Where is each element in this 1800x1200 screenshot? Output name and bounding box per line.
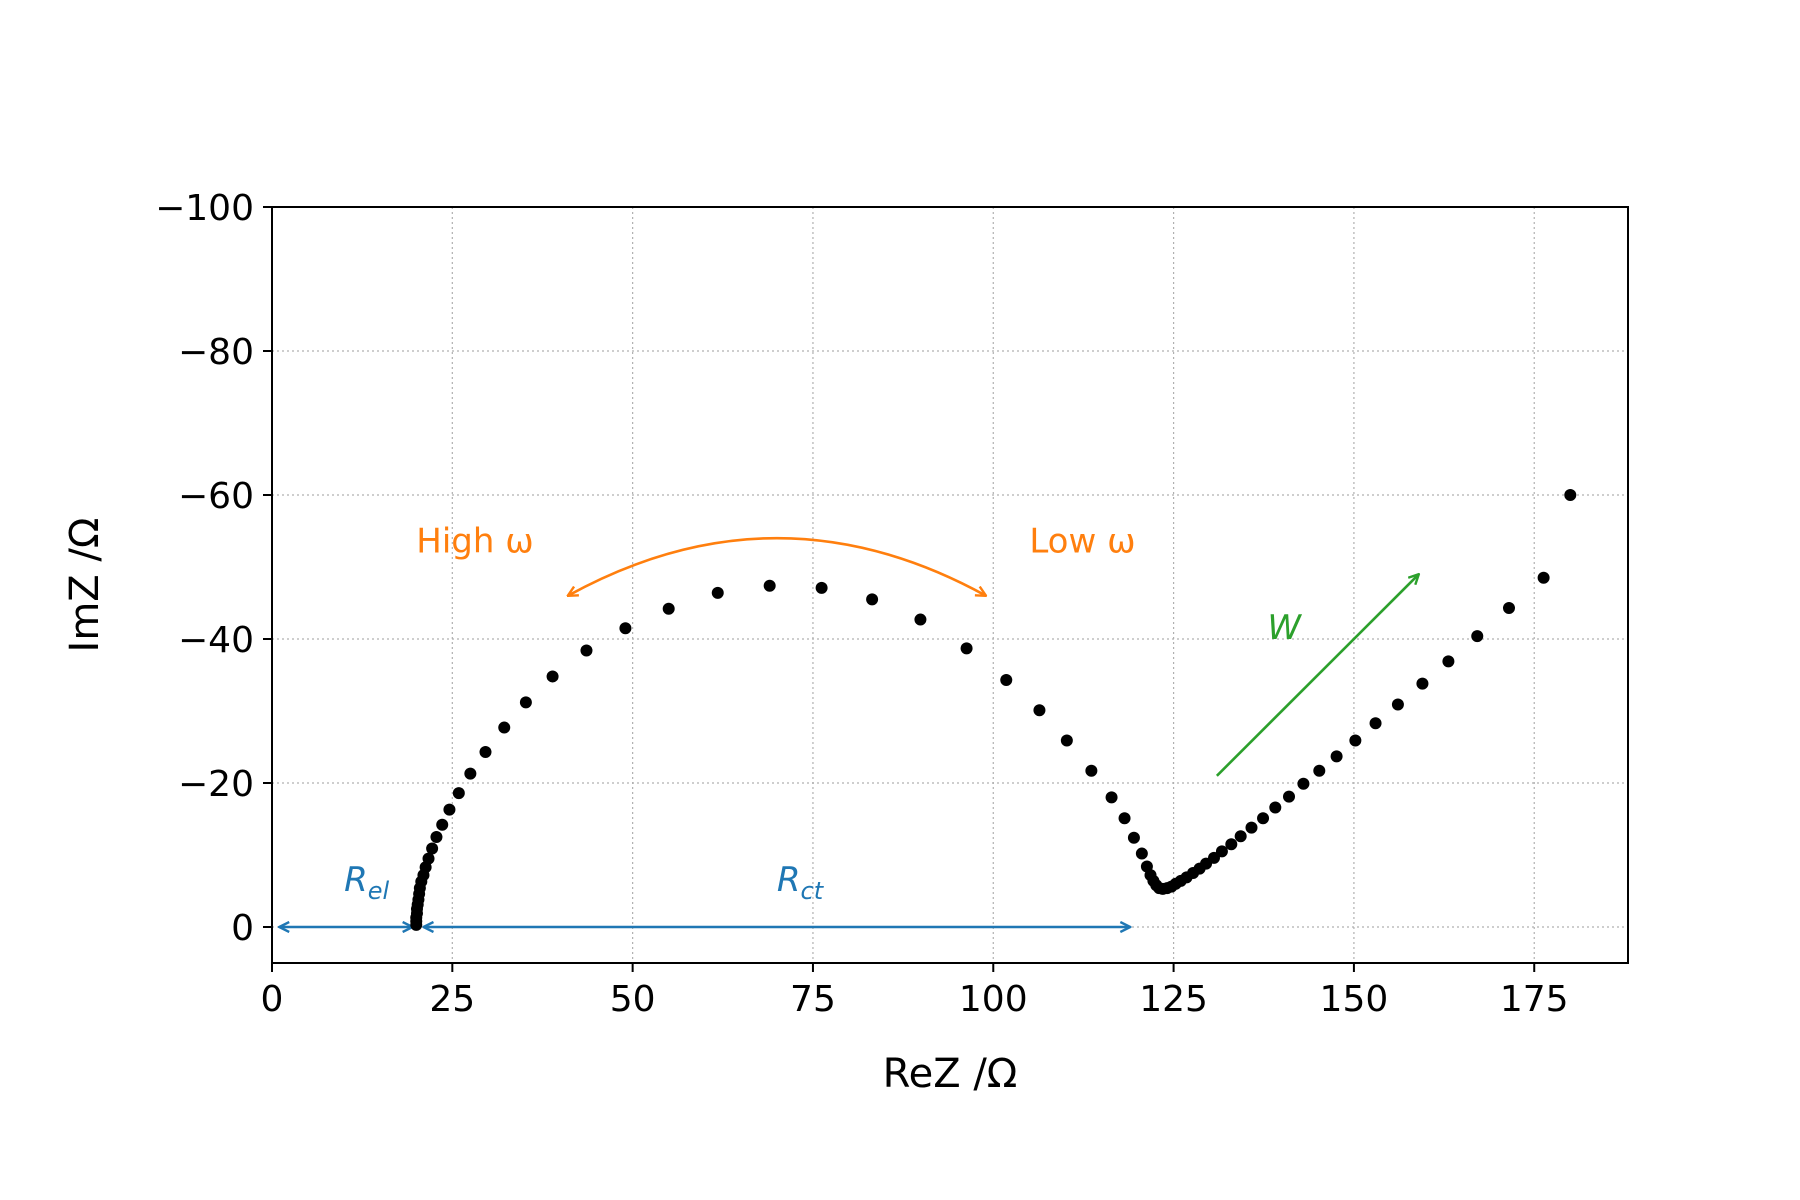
y-tick-label: −40: [178, 620, 254, 661]
data-point: [1207, 851, 1220, 864]
data-point: [1000, 674, 1013, 687]
axis-ticks: 0 25 50 75 100 125 150 175 −100 −80 −60 −40 −20 0: [155, 188, 1568, 1020]
data-point: [1416, 677, 1429, 690]
data-point: [443, 803, 456, 816]
data-point: [815, 581, 828, 594]
x-tick-label: 0: [261, 979, 284, 1020]
x-tick-label: 75: [790, 979, 836, 1020]
data-point: [960, 642, 973, 655]
data-point: [619, 622, 632, 635]
data-point: [866, 593, 879, 606]
data-point: [914, 613, 927, 626]
high-frequency-label: High ω: [416, 522, 533, 562]
data-point: [1245, 821, 1258, 834]
y-tick-label: 0: [231, 908, 254, 949]
data-point: [1564, 489, 1577, 501]
data-point: [1060, 734, 1073, 747]
data-point: [1330, 750, 1343, 763]
data-point: [1118, 812, 1131, 825]
data-point: [430, 831, 443, 843]
warburg-arrow: [1215, 574, 1419, 777]
y-tick-label: −80: [178, 332, 254, 373]
data-point: [763, 579, 776, 592]
x-tick-label: 25: [429, 979, 475, 1020]
x-tick-label: 150: [1320, 979, 1389, 1020]
data-point: [426, 842, 439, 855]
data-point: [422, 852, 435, 865]
data-point: [1135, 847, 1148, 860]
y-tick-label: −100: [155, 188, 254, 229]
data-point: [1391, 698, 1404, 711]
y-tick-label: −60: [178, 476, 254, 517]
x-axis-label: ReZ /Ω: [883, 1051, 1018, 1097]
data-point: [1269, 801, 1282, 814]
data-point: [711, 586, 724, 599]
data-point: [1297, 777, 1310, 790]
data-point: [1234, 830, 1247, 843]
x-tick-label: 100: [959, 979, 1028, 1020]
data-point: [436, 818, 449, 831]
y-tick-label: −20: [178, 764, 254, 805]
warburg-label: W: [1267, 608, 1302, 648]
data-point: [519, 696, 532, 709]
data-point: [452, 787, 465, 800]
data-points: [410, 489, 1577, 931]
data-point: [1283, 790, 1295, 803]
charge-transfer-resistance-label: Rct: [777, 860, 825, 905]
data-point: [1442, 655, 1455, 668]
annotations: High ω Low ω W Rel Rct: [279, 522, 1419, 927]
data-point: [1033, 704, 1046, 717]
data-point: [580, 644, 593, 657]
data-point: [498, 721, 511, 734]
data-point: [1257, 812, 1270, 825]
y-axis-label: ImZ /Ω: [62, 518, 108, 653]
data-point: [1127, 831, 1140, 844]
plot-area-frame: [271, 206, 1629, 964]
data-point: [1502, 602, 1515, 615]
data-point: [1349, 734, 1362, 747]
data-point: [1313, 764, 1326, 777]
electrolyte-resistance-label: Rel: [344, 860, 389, 905]
x-tick-label: 175: [1500, 979, 1569, 1020]
data-point: [464, 767, 477, 780]
data-point: [1215, 845, 1228, 858]
data-point: [1471, 630, 1484, 643]
data-point: [1537, 571, 1550, 584]
grid: [271, 206, 1628, 963]
data-point: [1369, 717, 1382, 730]
data-point: [662, 602, 675, 615]
low-frequency-label: Low ω: [1029, 522, 1135, 562]
data-point: [1225, 838, 1238, 851]
x-tick-label: 125: [1139, 979, 1208, 1020]
data-point: [1085, 764, 1098, 777]
frequency-arc-arrow: [568, 536, 986, 596]
x-tick-label: 50: [610, 979, 656, 1020]
data-point: [1105, 791, 1118, 804]
data-point: [479, 746, 492, 759]
data-point: [546, 670, 559, 683]
